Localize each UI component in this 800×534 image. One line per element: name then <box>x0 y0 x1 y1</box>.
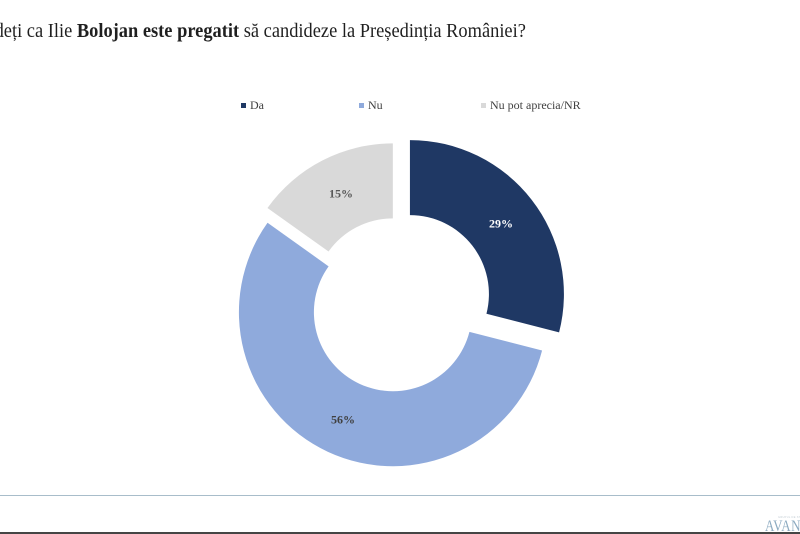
svg-text:56%: 56% <box>331 413 355 427</box>
svg-text:15%: 15% <box>329 187 353 201</box>
svg-text:29%: 29% <box>489 216 513 230</box>
